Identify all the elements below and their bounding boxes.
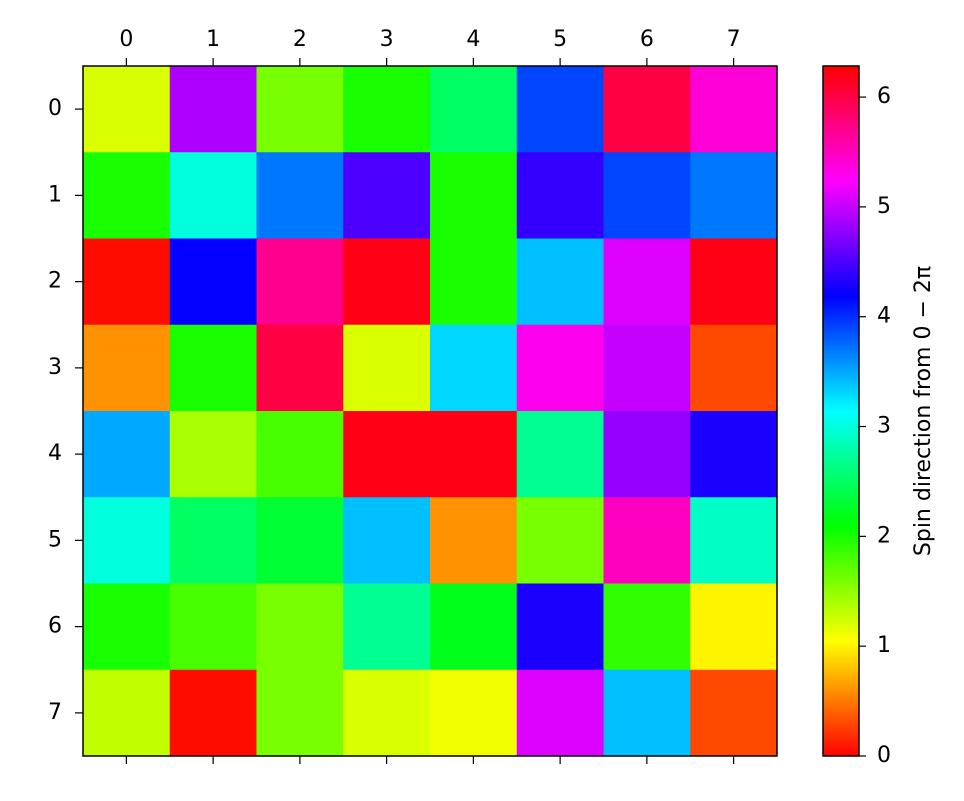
x-tick-label: 3 [380,27,394,52]
colorbar-tick-label: 2 [877,523,891,548]
heatmap-cell [256,324,344,412]
colorbar-ticks: 0 1 2 3 4 5 6 [859,84,891,768]
heatmap-cell [343,238,431,326]
heatmap-cell [169,411,257,498]
heatmap-cell [256,669,344,757]
colorbar-tick-label: 3 [877,414,891,439]
heatmap-cell [256,238,344,326]
colorbar-tick-label: 0 [877,743,891,768]
colorbar-label: Spin direction from 0 − 2π [911,266,936,556]
x-tick-label: 5 [553,27,567,52]
heatmap-cell [169,669,257,757]
colorbar-tick-label: 4 [877,304,891,329]
heatmap-cell [83,583,171,671]
heatmap-cell [169,66,257,153]
heatmap-cell [430,583,518,671]
heatmap-cell [169,583,257,671]
heatmap-cell [603,669,691,757]
y-tick-label: 1 [48,182,62,207]
x-tick-label: 0 [119,27,133,52]
heatmap-cell [343,669,431,757]
heatmap-cell [516,583,604,671]
colorbar-tick-label: 6 [877,84,891,109]
heatmap-cell [430,669,518,757]
y-axis-ticks: 0 1 2 3 4 5 6 7 [48,96,83,725]
y-tick-label: 7 [48,700,62,725]
x-tick-label: 7 [727,27,741,52]
heatmap-cell [430,497,518,584]
heatmap-cell [256,497,344,584]
colorbar [822,65,860,757]
heatmap-cell [83,497,171,584]
x-tick-label: 6 [640,27,654,52]
heatmap-cell [690,669,778,757]
heatmap-cell [603,583,691,671]
heatmap-cell [169,152,257,239]
heatmap-cell [256,583,344,671]
heatmap-cell [690,411,778,498]
y-tick-label: 4 [48,441,62,466]
heatmap-cell [343,324,431,412]
heatmap-cell [603,411,691,498]
heatmap-cell [256,411,344,498]
heatmap-cell [343,411,431,498]
y-tick-label: 3 [48,355,62,380]
heatmap-cell [430,152,518,239]
heatmap-cell [690,497,778,584]
heatmap-cell [603,66,691,153]
heatmap-cell [430,66,518,153]
heatmap-cell [516,669,604,757]
x-tick-label: 2 [293,27,307,52]
colorbar-tick-label: 5 [877,194,891,219]
heatmap-cell [169,238,257,326]
x-tick-label: 1 [206,27,220,52]
heatmap-cell [83,66,171,153]
heatmap-cell [256,152,344,239]
heatmap-cells [83,66,778,757]
heatmap-cell [343,583,431,671]
heatmap-cell [83,669,171,757]
heatmap-cell [430,238,518,326]
x-axis-ticks: 0 1 2 3 4 5 6 7 [119,27,741,764]
heatmap-cell [256,66,344,153]
heatmap-cell [343,152,431,239]
heatmap-cell [83,152,171,239]
heatmap-cell [430,324,518,412]
heatmap-cell [83,411,171,498]
heatmap-cell [690,324,778,412]
heatmap-cell [690,66,778,153]
heatmap-cell [516,152,604,239]
heatmap-cell [603,497,691,584]
heatmap-cell [690,152,778,239]
heatmap-cell [516,411,604,498]
colorbar-tick-label: 1 [877,633,891,658]
heatmap-cell [516,66,604,153]
heatmap-cell [690,583,778,671]
y-tick-label: 2 [48,269,62,294]
heatmap-cell [169,497,257,584]
y-tick-label: 6 [48,614,62,639]
heatmap-cell [603,152,691,239]
heatmap-cell [516,238,604,326]
heatmap-cell [83,238,171,326]
y-tick-label: 0 [48,96,62,121]
heatmap-cell [430,411,518,498]
heatmap-cell [516,324,604,412]
heatmap-cell [169,324,257,412]
heatmap-cell [516,497,604,584]
heatmap-cell [603,324,691,412]
plot-frame [82,65,778,757]
heatmap-cell [343,66,431,153]
y-tick-label: 5 [48,527,62,552]
x-tick-label: 4 [466,27,480,52]
heatmap-cell [603,238,691,326]
heatmap-cell [690,238,778,326]
heatmap-cell [343,497,431,584]
heatmap-cell [83,324,171,412]
